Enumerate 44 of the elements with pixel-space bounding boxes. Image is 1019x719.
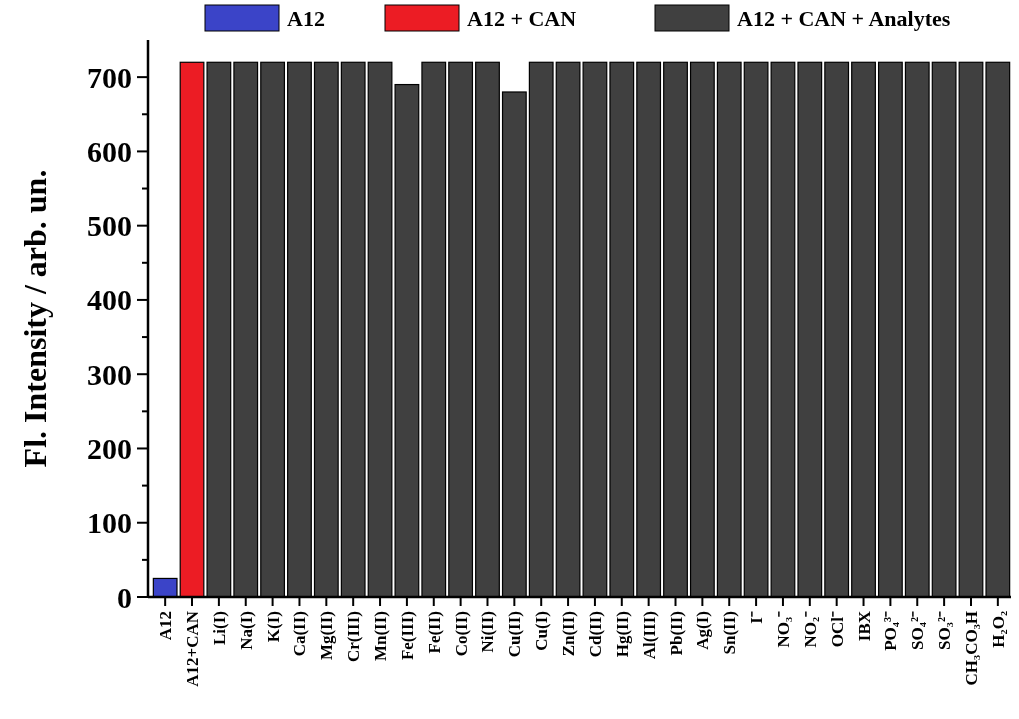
x-tick-label: Pb(II) <box>666 611 686 656</box>
x-tick-label: OCl⁻ <box>827 611 847 648</box>
x-tick-label: SO₃²⁻ <box>935 611 955 650</box>
y-tick-label: 0 <box>117 580 132 614</box>
x-tick-label: Sn(II) <box>720 611 740 655</box>
x-tick-label: Cu(II) <box>505 611 525 658</box>
x-tick-label: Mg(II) <box>317 611 337 661</box>
x-tick-label: Al(III) <box>639 611 659 660</box>
legend-label: A12 + CAN + Analytes <box>737 5 951 31</box>
x-tick-label: I⁻ <box>747 611 767 624</box>
y-tick-label: 100 <box>87 506 132 540</box>
legend-label: A12 <box>287 5 325 31</box>
x-tick-label: K(I) <box>263 611 283 643</box>
x-tick-label: Hg(II) <box>612 611 632 658</box>
x-tick-label: Li(I) <box>209 611 229 645</box>
x-tick-label: Fe(II) <box>424 611 444 654</box>
x-tick-label: Cd(II) <box>585 611 605 658</box>
x-tick-label: Zn(II) <box>559 611 579 657</box>
y-tick-label: 300 <box>87 357 132 391</box>
x-tick-label: A12+CAN <box>183 610 203 687</box>
x-tick-label: Cu(I) <box>532 611 552 651</box>
x-tick-label: Na(I) <box>236 611 256 650</box>
y-tick-label: 600 <box>87 134 132 168</box>
y-tick-label: 500 <box>87 209 132 243</box>
x-tick-label: Fe(III) <box>397 611 417 661</box>
x-tick-label: Ni(II) <box>478 611 498 653</box>
y-tick-label: 200 <box>87 431 132 465</box>
x-tick-label: SO₄²⁻ <box>908 611 928 650</box>
x-tick-label: CH₃CO₃H <box>961 611 981 686</box>
y-tick-label: 400 <box>87 283 132 317</box>
x-tick-label: IBX <box>854 610 874 642</box>
x-tick-label: NO₂⁻ <box>800 611 820 648</box>
x-tick-label: A12 <box>156 611 176 641</box>
y-tick-label: 700 <box>87 60 132 94</box>
legend-label: A12 + CAN <box>467 5 577 31</box>
x-tick-label: PO₄³⁻ <box>881 611 901 651</box>
x-tick-label: NO₃⁻ <box>773 611 793 648</box>
x-tick-label: Ca(II) <box>290 611 310 657</box>
x-tick-label: Ag(I) <box>693 611 713 650</box>
y-axis-title: Fl. Intensity / arb. un. <box>17 169 53 468</box>
x-tick-label: H₂O₂ <box>988 611 1008 648</box>
x-tick-label: Mn(II) <box>371 611 391 662</box>
x-tick-label: Co(II) <box>451 611 471 657</box>
x-tick-label: Cr(III) <box>344 611 364 662</box>
